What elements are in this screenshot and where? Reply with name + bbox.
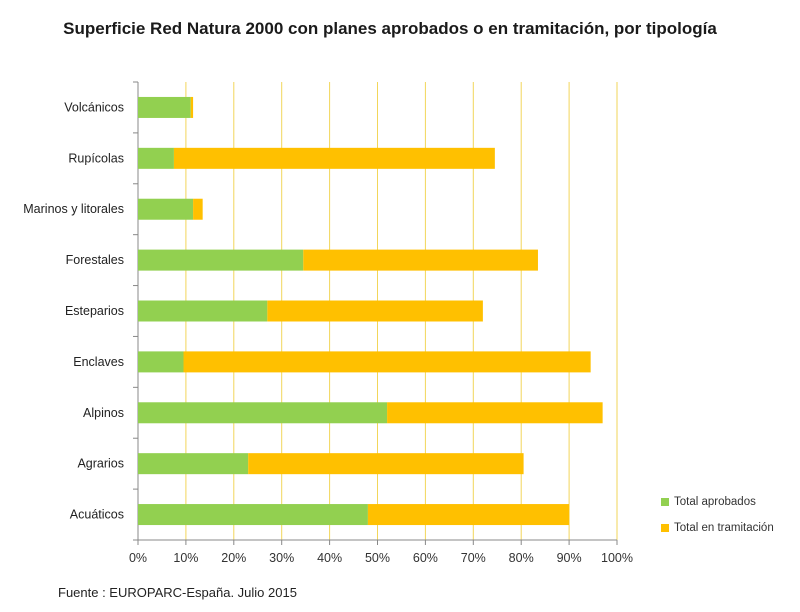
y-category-label: Acuáticos: [70, 508, 124, 522]
bar-tramitacion: [190, 96, 194, 118]
x-tick-label: 30%: [269, 551, 294, 565]
x-tick-label: 50%: [365, 551, 390, 565]
bar-tramitacion: [303, 249, 538, 271]
y-category-label: Marinos y litorales: [23, 202, 124, 216]
bar-tramitacion: [367, 504, 570, 526]
bar-tramitacion: [183, 351, 591, 373]
legend-swatch-aprobados: [661, 498, 669, 506]
bar-tramitacion: [248, 453, 524, 475]
x-tick-label: 10%: [173, 551, 198, 565]
bar-aprobados: [138, 147, 174, 169]
legend-swatch-tramitacion: [661, 524, 669, 532]
legend-item-aprobados: Total aprobados: [661, 493, 774, 511]
x-tick-label: 40%: [317, 551, 342, 565]
bar-aprobados: [138, 453, 249, 475]
x-tick-label: 100%: [601, 551, 633, 565]
bar-aprobados: [138, 300, 268, 322]
x-tick-label: 0%: [129, 551, 147, 565]
bar-tramitacion: [267, 300, 483, 322]
x-tick-label: 70%: [461, 551, 486, 565]
x-tick-label: 60%: [413, 551, 438, 565]
bar-aprobados: [138, 504, 368, 526]
bar-tramitacion: [173, 147, 495, 169]
source-note: Fuente : EUROPARC-España. Julio 2015: [58, 585, 297, 600]
bar-tramitacion: [387, 402, 603, 424]
bar-aprobados: [138, 351, 184, 373]
chart-title: Superficie Red Natura 2000 con planes ap…: [63, 19, 717, 38]
bar-aprobados: [138, 96, 191, 118]
bar-tramitacion: [193, 198, 203, 220]
y-category-label: Alpinos: [83, 406, 124, 420]
x-tick-label: 20%: [221, 551, 246, 565]
bar-aprobados: [138, 198, 194, 220]
legend: Total aprobados Total en tramitación: [661, 493, 774, 545]
legend-item-tramitacion: Total en tramitación: [661, 519, 774, 537]
y-category-label: Esteparios: [65, 304, 124, 318]
x-tick-label: 90%: [557, 551, 582, 565]
bar-aprobados: [138, 402, 388, 424]
y-category-label: Volcánicos: [64, 100, 124, 114]
legend-label-tramitacion: Total en tramitación: [674, 522, 774, 534]
x-tick-label: 80%: [509, 551, 534, 565]
y-category-label: Agrarios: [77, 457, 124, 471]
y-category-label: Rupícolas: [68, 151, 124, 165]
y-category-label: Enclaves: [73, 355, 124, 369]
legend-label-aprobados: Total aprobados: [674, 496, 756, 508]
y-category-label: Forestales: [66, 253, 124, 267]
bar-aprobados: [138, 249, 304, 271]
